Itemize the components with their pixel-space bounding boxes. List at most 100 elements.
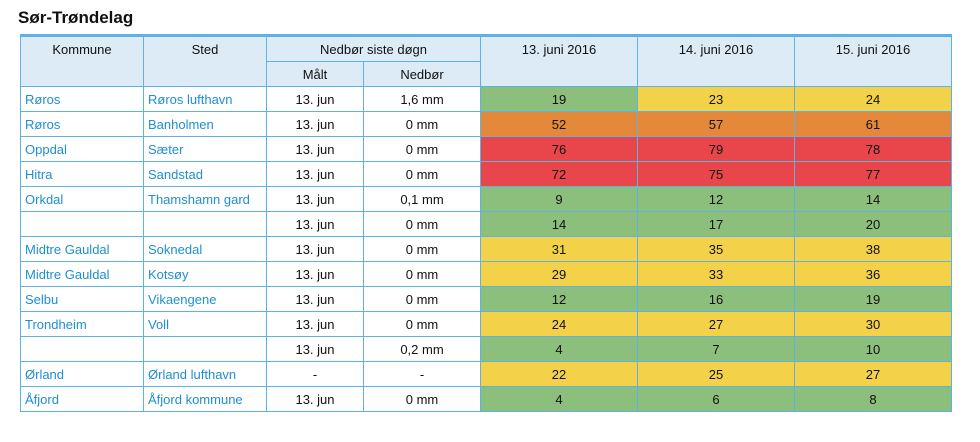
- header-malt: Målt: [266, 61, 364, 87]
- malt-cell: 13. jun: [266, 186, 364, 212]
- sted-link[interactable]: Sæter: [143, 136, 267, 162]
- level-cell-day-3: 27: [794, 361, 952, 387]
- level-cell-day-2: 7: [637, 336, 795, 362]
- header-row: Kommune Sted Nedbør siste døgn 13. juni …: [20, 35, 952, 87]
- level-cell-day-1: 76: [480, 136, 638, 162]
- sted-link[interactable]: Voll: [143, 311, 267, 337]
- malt-cell: -: [266, 361, 364, 387]
- kommune-link[interactable]: Oppdal: [20, 136, 144, 162]
- level-cell-day-1: 72: [480, 161, 638, 187]
- page-title: Sør-Trøndelag: [18, 8, 134, 27]
- malt-cell: 13. jun: [266, 286, 364, 312]
- nedbor-cell: 0 mm: [363, 386, 481, 412]
- header-date-3: 15. juni 2016: [794, 35, 952, 87]
- kommune-link: [20, 336, 144, 362]
- level-cell-day-3: 20: [794, 211, 952, 237]
- sted-link[interactable]: Banholmen: [143, 111, 267, 137]
- malt-cell: 13. jun: [266, 211, 364, 237]
- malt-cell: 13. jun: [266, 236, 364, 262]
- level-cell-day-3: 24: [794, 86, 952, 112]
- nedbor-cell: 0 mm: [363, 236, 481, 262]
- table-row: Røros Banholmen 13. jun 0 mm 52 57 61: [20, 111, 952, 137]
- sted-link[interactable]: Sandstad: [143, 161, 267, 187]
- level-cell-day-3: 38: [794, 236, 952, 262]
- header-sted: Sted: [143, 35, 267, 87]
- kommune-link[interactable]: Åfjord: [20, 386, 144, 412]
- kommune-link[interactable]: Midtre Gauldal: [20, 236, 144, 262]
- sted-link[interactable]: Thamshamn gard: [143, 186, 267, 212]
- kommune-link[interactable]: Røros: [20, 111, 144, 137]
- sted-link[interactable]: Røros lufthavn: [143, 86, 267, 112]
- level-cell-day-1: 12: [480, 286, 638, 312]
- table-row: Trondheim Voll 13. jun 0 mm 24 27 30: [20, 311, 952, 337]
- header-nedbor-group: Nedbør siste døgn: [266, 35, 481, 62]
- table-row: Hitra Sandstad 13. jun 0 mm 72 75 77: [20, 161, 952, 187]
- level-cell-day-1: 22: [480, 361, 638, 387]
- level-cell-day-1: 14: [480, 211, 638, 237]
- level-cell-day-3: 8: [794, 386, 952, 412]
- sted-link[interactable]: Kotsøy: [143, 261, 267, 287]
- sted-link: [143, 336, 267, 362]
- malt-cell: 13. jun: [266, 261, 364, 287]
- nedbor-cell: 0 mm: [363, 136, 481, 162]
- malt-cell: 13. jun: [266, 136, 364, 162]
- level-cell-day-3: 30: [794, 311, 952, 337]
- level-cell-day-2: 27: [637, 311, 795, 337]
- level-cell-day-1: 31: [480, 236, 638, 262]
- sted-link[interactable]: Ørland lufthavn: [143, 361, 267, 387]
- kommune-link[interactable]: Orkdal: [20, 186, 144, 212]
- level-cell-day-3: 10: [794, 336, 952, 362]
- kommune-link: [20, 211, 144, 237]
- table-row: Orkdal Thamshamn gard 13. jun 0,1 mm 9 12 14: [20, 186, 952, 212]
- nedbor-cell: 0,2 mm: [363, 336, 481, 362]
- level-cell-day-2: 35: [637, 236, 795, 262]
- sted-link: [143, 211, 267, 237]
- nedbor-cell: 0 mm: [363, 211, 481, 237]
- level-cell-day-1: 19: [480, 86, 638, 112]
- malt-cell: 13. jun: [266, 311, 364, 337]
- nedbor-cell: 0 mm: [363, 261, 481, 287]
- level-cell-day-3: 14: [794, 186, 952, 212]
- header-subrow: Målt Nedbør: [21, 61, 952, 87]
- sted-link[interactable]: Vikaengene: [143, 286, 267, 312]
- level-cell-day-1: 9: [480, 186, 638, 212]
- level-cell-day-2: 6: [637, 386, 795, 412]
- malt-cell: 13. jun: [266, 161, 364, 187]
- nedbor-cell: 0 mm: [363, 111, 481, 137]
- level-cell-day-2: 23: [637, 86, 795, 112]
- level-cell-day-3: 19: [794, 286, 952, 312]
- table-row: 13. jun 0,2 mm 4 7 10: [20, 336, 952, 362]
- level-cell-day-1: 4: [480, 336, 638, 362]
- table-body: Røros Røros lufthavn 13. jun 1,6 mm 19 23 24 Rø…: [20, 86, 952, 412]
- kommune-link[interactable]: Hitra: [20, 161, 144, 187]
- level-cell-day-1: 29: [480, 261, 638, 287]
- level-cell-day-2: 75: [637, 161, 795, 187]
- table-row: 13. jun 0 mm 14 17 20: [20, 211, 952, 237]
- level-cell-day-1: 4: [480, 386, 638, 412]
- sted-link[interactable]: Åfjord kommune: [143, 386, 267, 412]
- table-row: Selbu Vikaengene 13. jun 0 mm 12 16 19: [20, 286, 952, 312]
- nedbor-cell: 0,1 mm: [363, 186, 481, 212]
- level-cell-day-3: 77: [794, 161, 952, 187]
- malt-cell: 13. jun: [266, 86, 364, 112]
- level-cell-day-3: 36: [794, 261, 952, 287]
- level-cell-day-2: 33: [637, 261, 795, 287]
- table-row: Midtre Gauldal Kotsøy 13. jun 0 mm 29 33 36: [20, 261, 952, 287]
- malt-cell: 13. jun: [266, 336, 364, 362]
- kommune-link[interactable]: Røros: [20, 86, 144, 112]
- malt-cell: 13. jun: [266, 111, 364, 137]
- forecast-table: Kommune Sted Nedbør siste døgn 13. juni …: [20, 34, 952, 412]
- nedbor-cell: -: [363, 361, 481, 387]
- kommune-link[interactable]: Midtre Gauldal: [20, 261, 144, 287]
- table-row: Åfjord Åfjord kommune 13. jun 0 mm 4 6 8: [20, 386, 952, 412]
- sted-link[interactable]: Soknedal: [143, 236, 267, 262]
- kommune-link[interactable]: Selbu: [20, 286, 144, 312]
- table-row: Midtre Gauldal Soknedal 13. jun 0 mm 31 35 38: [20, 236, 952, 262]
- kommune-link[interactable]: Ørland: [20, 361, 144, 387]
- level-cell-day-3: 61: [794, 111, 952, 137]
- table-row: Oppdal Sæter 13. jun 0 mm 76 79 78: [20, 136, 952, 162]
- level-cell-day-3: 78: [794, 136, 952, 162]
- table-row: Ørland Ørland lufthavn - -22 25 27: [20, 361, 952, 387]
- kommune-link[interactable]: Trondheim: [20, 311, 144, 337]
- header-date-1: 13. juni 2016: [480, 35, 638, 87]
